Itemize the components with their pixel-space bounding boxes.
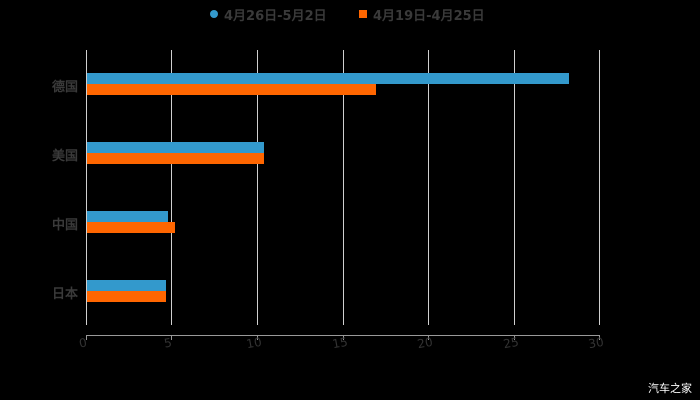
bar-usa-series2[interactable] xyxy=(87,153,264,164)
bar-usa-series1[interactable] xyxy=(87,142,264,153)
x-tick-label: 30 xyxy=(587,334,605,352)
category-label-china: 中国 xyxy=(51,218,78,233)
bar-germany-series2[interactable] xyxy=(87,84,376,95)
watermark: 汽车之家 xyxy=(648,382,692,395)
x-tick xyxy=(171,335,172,340)
x-tick-label: 10 xyxy=(245,334,263,352)
bar-china-series1[interactable] xyxy=(87,211,168,222)
x-tick xyxy=(257,335,258,340)
x-tick xyxy=(86,335,87,340)
legend-label-series2: 4月19日-4月25日 xyxy=(373,8,485,24)
category-label-usa: 美国 xyxy=(51,149,78,164)
x-tick xyxy=(514,335,515,340)
category-label-germany: 德国 xyxy=(51,80,78,95)
x-tick xyxy=(428,335,429,340)
gridline xyxy=(428,50,429,325)
x-tick-label: 20 xyxy=(416,334,434,352)
x-tick xyxy=(343,335,344,340)
series1-marker-icon xyxy=(210,10,218,18)
x-tick-label: 0 xyxy=(78,335,88,351)
category-label-japan: 日本 xyxy=(51,287,78,302)
x-tick-label: 15 xyxy=(331,334,349,352)
x-tick-label: 5 xyxy=(163,335,173,351)
x-tick-label: 25 xyxy=(502,334,520,352)
series2-marker-icon xyxy=(359,10,367,18)
gridline xyxy=(343,50,344,325)
legend-item-series2[interactable]: 4月19日-4月25日 xyxy=(359,4,485,24)
legend-item-series1[interactable]: 4月26日-5月2日 xyxy=(210,4,327,24)
bar-germany-series1[interactable] xyxy=(87,73,569,84)
gridline xyxy=(599,50,600,325)
legend-label-series1: 4月26日-5月2日 xyxy=(224,8,327,24)
gridline xyxy=(86,50,87,325)
bar-japan-series2[interactable] xyxy=(87,291,166,302)
bar-china-series2[interactable] xyxy=(87,222,175,233)
x-tick xyxy=(599,335,600,340)
gridline xyxy=(171,50,172,325)
gridline xyxy=(257,50,258,325)
chart-legend: 4月26日-5月2日 4月19日-4月25日 xyxy=(0,4,700,24)
bar-japan-series1[interactable] xyxy=(87,280,166,291)
gridline xyxy=(514,50,515,325)
